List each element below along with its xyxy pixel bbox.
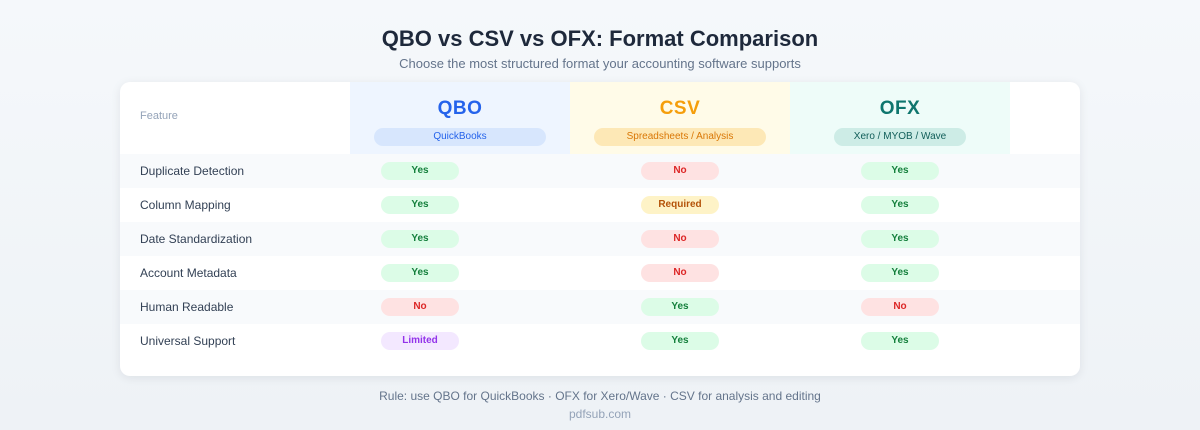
- table-row: Date Standardization Yes No Yes: [120, 222, 1080, 256]
- status-badge: Yes: [861, 162, 939, 180]
- column-subtitle-ofx: Xero / MYOB / Wave: [834, 128, 966, 146]
- footer-site: pdfsub.com: [568, 407, 632, 421]
- status-badge: Required: [641, 196, 719, 214]
- status-badge: No: [641, 264, 719, 282]
- status-badge: Yes: [381, 162, 459, 180]
- column-header-csv: CSV Spreadsheets / Analysis: [570, 82, 790, 154]
- row-feature-label: Human Readable: [140, 300, 234, 314]
- column-header-qbo: QBO QuickBooks: [350, 82, 570, 154]
- column-subtitle-qbo: QuickBooks: [374, 128, 546, 146]
- column-name-csv: CSV: [659, 98, 701, 119]
- status-badge: No: [381, 298, 459, 316]
- status-badge: Yes: [381, 196, 459, 214]
- table-row: Account Metadata Yes No Yes: [120, 256, 1080, 290]
- table-row: Universal Support Limited Yes Yes: [120, 324, 1080, 358]
- status-badge: Yes: [381, 230, 459, 248]
- status-badge: Yes: [861, 230, 939, 248]
- table-row: Column Mapping Yes Required Yes: [120, 188, 1080, 222]
- status-badge: No: [861, 298, 939, 316]
- status-badge: Limited: [381, 332, 459, 350]
- row-feature-label: Column Mapping: [140, 198, 231, 212]
- comparison-table: Feature QBO QuickBooks CSV Spreadsheets …: [120, 82, 1080, 376]
- row-feature-label: Date Standardization: [140, 232, 253, 246]
- status-badge: Yes: [641, 332, 719, 350]
- column-subtitle-csv: Spreadsheets / Analysis: [594, 128, 766, 146]
- status-badge: No: [641, 162, 719, 180]
- column-header-ofx: OFX Xero / MYOB / Wave: [790, 82, 1010, 154]
- row-feature-label: Account Metadata: [140, 266, 237, 280]
- status-badge: Yes: [641, 298, 719, 316]
- column-name-ofx: OFX: [879, 98, 921, 119]
- table-row: Duplicate Detection Yes No Yes: [120, 154, 1080, 188]
- page-subtitle: Choose the most structured format your a…: [399, 56, 801, 71]
- status-badge: Yes: [381, 264, 459, 282]
- status-badge: Yes: [861, 332, 939, 350]
- status-badge: Yes: [861, 264, 939, 282]
- row-feature-label: Duplicate Detection: [140, 164, 245, 178]
- status-badge: No: [641, 230, 719, 248]
- table-row: Human Readable No Yes No: [120, 290, 1080, 324]
- page-title: QBO vs CSV vs OFX: Format Comparison: [381, 26, 819, 51]
- status-badge: Yes: [861, 196, 939, 214]
- row-feature-label: Universal Support: [140, 334, 236, 348]
- feature-column-header: Feature: [140, 110, 178, 122]
- footer-rule: Rule: use QBO for QuickBooks · OFX for X…: [379, 389, 821, 403]
- column-name-qbo: QBO: [437, 98, 483, 119]
- table-header: Feature QBO QuickBooks CSV Spreadsheets …: [120, 82, 1080, 154]
